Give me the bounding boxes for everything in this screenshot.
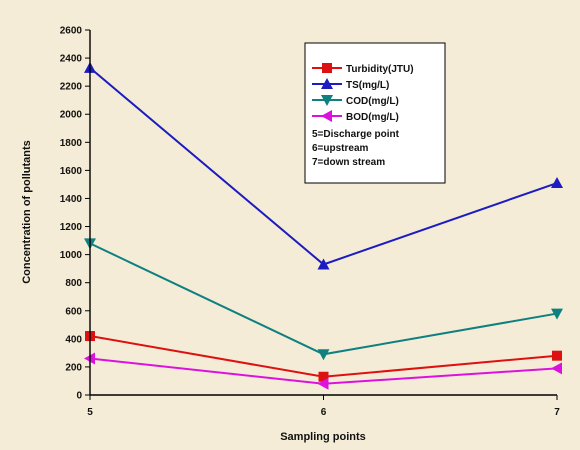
data-point-ts-mg-l	[551, 177, 563, 189]
legend-label-bod-mg-l: BOD(mg/L)	[346, 112, 399, 123]
legend-label-cod-mg-l: COD(mg/L)	[346, 96, 399, 107]
y-tick-label: 1800	[60, 138, 83, 149]
y-tick-label: 2600	[60, 26, 83, 37]
x-axis-title: Sampling points	[280, 431, 366, 443]
legend: Turbidity(JTU) TS(mg/L) COD(mg/L) BOD(mg/L)…	[304, 42, 446, 184]
data-point-ts-mg-l	[317, 258, 330, 270]
legend-entries: Turbidity(JTU) TS(mg/L) COD(mg/L) BOD(mg/L)	[312, 63, 414, 123]
y-tick-label: 1200	[60, 222, 83, 233]
legend-label-ts-mg-l: TS(mg/L)	[346, 80, 389, 91]
data-point-bod-mg-l	[551, 362, 562, 375]
data-point-bod-mg-l	[317, 377, 329, 390]
legend-note: 7=down stream	[312, 157, 385, 168]
data-point-cod-mg-l	[317, 349, 330, 361]
x-tick-label: 6	[321, 407, 327, 418]
y-tick-label: 600	[65, 306, 82, 317]
y-tick-label: 800	[65, 278, 82, 289]
x-tick-label: 5	[87, 407, 93, 418]
legend-notes: 5=Discharge point 6=upstream 7=down stream	[312, 129, 400, 168]
y-tick-label: 1600	[60, 166, 83, 177]
y-axis-ticks: 0 200 400 600 800 1000 1200 1400 1600 1800 2000 220…	[60, 26, 90, 402]
legend-marker-turbidity-jtu	[322, 63, 332, 73]
y-tick-label: 2400	[60, 54, 83, 65]
y-tick-label: 1000	[60, 250, 83, 261]
y-tick-label: 2000	[60, 110, 83, 121]
legend-marker-bod-mg-l	[321, 110, 332, 122]
y-tick-label: 200	[65, 362, 82, 373]
data-point-cod-mg-l	[551, 308, 563, 320]
x-tick-label: 7	[554, 407, 560, 418]
y-tick-label: 400	[65, 334, 82, 345]
legend-note: 6=upstream	[312, 143, 369, 154]
y-axis-title: Concentration of pollutants	[21, 140, 33, 284]
y-tick-label: 0	[76, 391, 82, 402]
legend-label-turbidity-jtu: Turbidity(JTU)	[346, 64, 414, 75]
legend-note: 5=Discharge point	[312, 129, 400, 140]
data-point-turbidity-jtu	[552, 350, 562, 361]
x-axis-ticks: 5 6 7	[87, 395, 560, 418]
y-tick-label: 1400	[60, 194, 83, 205]
y-tick-label: 2200	[60, 82, 83, 93]
data-point-turbidity-jtu	[318, 371, 329, 382]
legend-marker-ts-mg-l	[321, 78, 333, 89]
legend-marker-cod-mg-l	[321, 95, 333, 106]
